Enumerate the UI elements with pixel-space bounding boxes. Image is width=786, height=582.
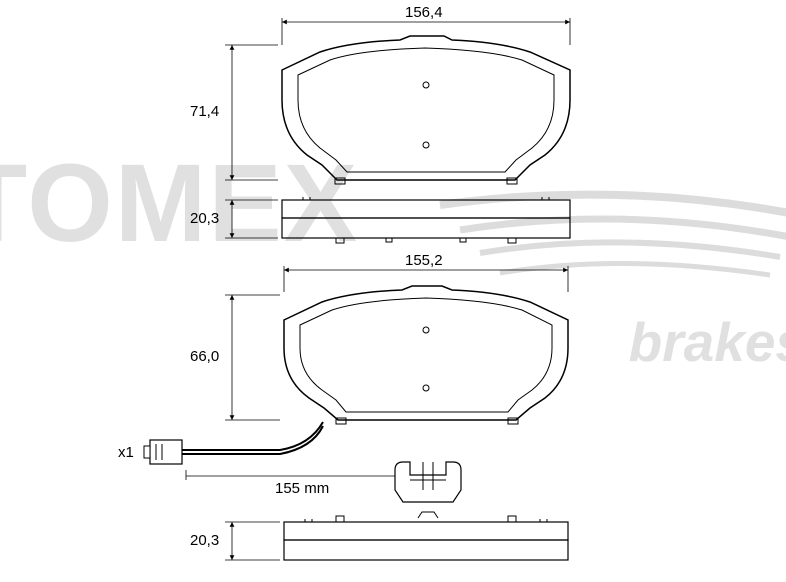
bottom-side-view <box>284 512 568 560</box>
top-side-view <box>282 197 570 243</box>
dim-bottom-thickness <box>225 522 280 560</box>
dim-top-width <box>282 18 570 45</box>
wear-sensor-wire <box>144 422 405 480</box>
dim-bottom-width <box>284 266 568 292</box>
dim-bottom-height <box>225 295 280 420</box>
technical-drawing <box>0 0 786 582</box>
dim-top-height <box>225 45 278 180</box>
bottom-pad <box>284 286 568 424</box>
dim-top-thickness <box>225 200 278 238</box>
spring-clip <box>395 462 461 502</box>
top-pad <box>282 36 570 184</box>
